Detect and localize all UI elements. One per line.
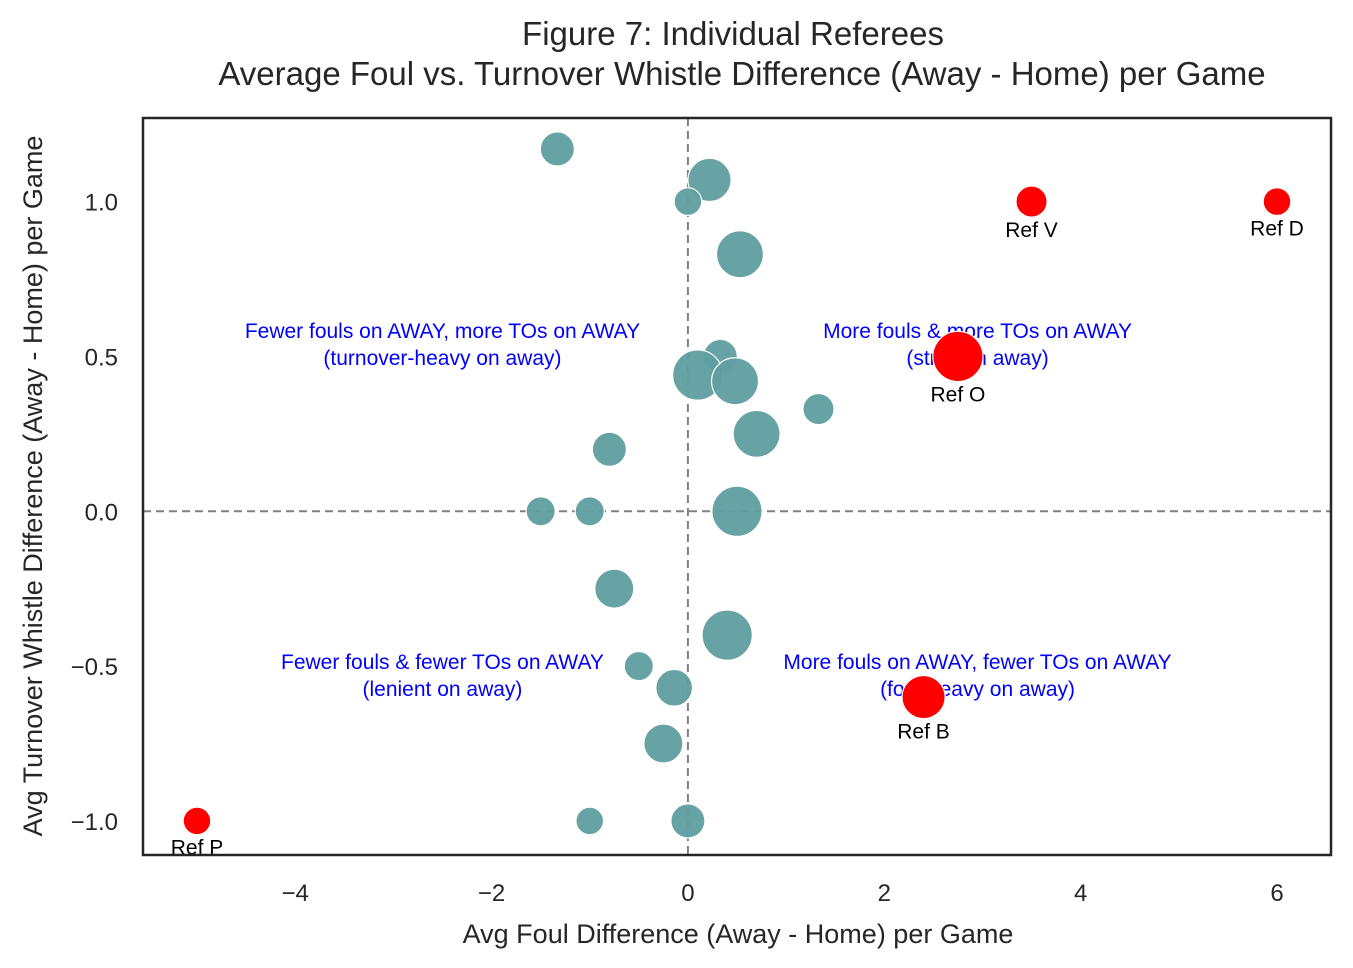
data-point-14 — [701, 609, 753, 661]
quadrant-annotation-0-line-1: (turnover-heavy on away) — [323, 347, 561, 370]
data-point-19 — [670, 803, 706, 839]
data-point-2 — [673, 187, 703, 217]
x-tick-label-3: 2 — [878, 880, 891, 907]
y-axis-label: Avg Turnover Whistle Difference (Away - … — [18, 136, 48, 837]
chart-title: Figure 7: Individual Referees — [522, 15, 944, 52]
highlight-label-0: Ref V — [1005, 219, 1058, 242]
data-point-16 — [655, 668, 694, 707]
highlight-label-2: Ref O — [930, 384, 985, 407]
reference-lines — [143, 118, 1331, 855]
chart-subtitle: Average Foul vs. Turnover Whistle Differ… — [218, 55, 1265, 92]
data-point-0 — [539, 131, 575, 167]
quadrant-annotation-1-line-0: More fouls & more TOs on AWAY — [823, 320, 1132, 343]
quadrant-annotation-2-line-0: Fewer fouls & fewer TOs on AWAY — [281, 651, 604, 674]
y-axis-ticks: −1.0 −0.5 0.0 0.5 1.0 — [71, 190, 118, 836]
quadrant-annotation-2-line-1: (lenient on away) — [362, 678, 522, 701]
x-tick-label-5: 6 — [1270, 880, 1283, 907]
highlight-label-3: Ref B — [897, 721, 950, 744]
plot-frame — [141, 116, 1333, 857]
quadrant-annotation-0-line-0: Fewer fouls on AWAY, more TOs on AWAY — [245, 320, 640, 343]
highlight-point-1 — [1262, 187, 1292, 217]
data-point-15 — [623, 650, 654, 682]
x-tick-label-1: −2 — [478, 880, 505, 907]
x-tick-label-0: −4 — [281, 880, 308, 907]
data-point-8 — [732, 409, 781, 458]
x-tick-label-4: 4 — [1074, 880, 1087, 907]
data-point-1 — [687, 157, 732, 203]
data-point-7 — [802, 392, 835, 426]
y-tick-label-0: −1.0 — [71, 809, 118, 836]
data-point-9 — [591, 431, 627, 467]
highlight-point-2 — [932, 330, 984, 383]
data-point-11 — [574, 496, 605, 527]
data-point-6 — [710, 357, 760, 406]
data-point-17 — [643, 723, 684, 764]
data-point-12 — [711, 485, 763, 537]
highlight-labels: Ref V Ref D Ref O Ref B Ref P — [171, 217, 1304, 859]
quadrant-annotation-3-line-0: More fouls on AWAY, fewer TOs on AWAY — [783, 651, 1171, 674]
y-tick-label-4: 1.0 — [85, 190, 118, 217]
highlight-point-4 — [182, 806, 212, 836]
y-tick-label-2: 0.0 — [85, 499, 118, 526]
x-axis-ticks: −4 −2 0 2 4 6 — [281, 880, 1283, 907]
data-point-13 — [594, 568, 635, 609]
x-axis-label: Avg Foul Difference (Away - Home) per Ga… — [463, 919, 1014, 949]
y-tick-label-1: −0.5 — [71, 654, 118, 681]
highlight-label-1: Ref D — [1250, 217, 1304, 240]
highlight-point-0 — [1015, 185, 1048, 218]
data-points — [182, 131, 1292, 839]
data-point-10 — [525, 496, 556, 527]
highlight-point-3 — [901, 674, 946, 720]
highlight-label-4: Ref P — [171, 837, 224, 860]
x-tick-label-2: 0 — [681, 880, 694, 907]
data-point-3 — [715, 230, 764, 279]
y-tick-label-3: 0.5 — [85, 344, 118, 371]
data-point-18 — [575, 806, 605, 836]
